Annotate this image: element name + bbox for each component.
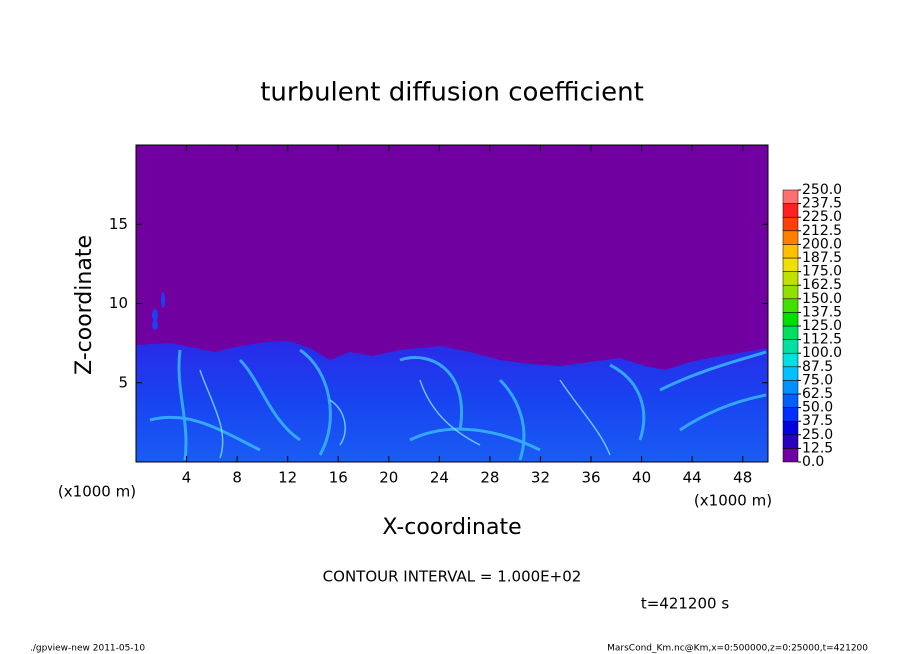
blobs [152, 292, 165, 330]
colorbar-swatch [782, 216, 799, 232]
colorbar-label: 62.5 [802, 386, 833, 402]
x-unit-left: (x1000 m) [58, 483, 136, 501]
colorbar-label: 12.5 [802, 440, 833, 456]
colorbar-swatch [782, 393, 799, 408]
x-tick-label: 20 [379, 469, 398, 487]
x-tick-label: 16 [329, 469, 348, 487]
colorbar-swatch [782, 325, 799, 340]
colorbar-label: 137.5 [802, 304, 842, 320]
x-tick-label: 40 [632, 469, 651, 487]
colorbar-label: 212.5 [802, 223, 842, 239]
colorbar-swatch [782, 284, 799, 300]
x-tick-label: 28 [480, 469, 499, 487]
colorbar-swatch [782, 434, 799, 449]
colorbar-swatch [782, 366, 799, 381]
colorbar-swatch [782, 380, 799, 395]
chart-title: turbulent diffusion coefficient [260, 78, 644, 108]
x-tick-label: 36 [581, 469, 600, 487]
x-tick-label: 32 [531, 469, 550, 487]
x-tick-label: 8 [232, 469, 242, 487]
x-tick-label: 12 [278, 469, 297, 487]
colorbar-label: 150.0 [802, 291, 842, 307]
x-tick-label: 4 [182, 469, 192, 487]
colorbar-swatch [782, 298, 799, 313]
colorbar-label: 200.0 [802, 236, 842, 252]
colorbar-label: 0.0 [802, 454, 824, 470]
y-tick-label: 5 [118, 373, 128, 391]
colorbar-swatch [782, 244, 799, 259]
fine-streaks [199, 369, 611, 459]
colorbar-swatch [782, 339, 799, 354]
footer-right: MarsCond_Km.nc@Km,x=0:500000,z=0:25000,t… [607, 644, 868, 654]
colorbar-swatch [782, 448, 799, 463]
colorbar-label: 100.0 [802, 345, 842, 361]
streaks [149, 348, 767, 461]
colorbar-label: 50.0 [802, 400, 833, 416]
y-tick-label: 15 [109, 215, 128, 233]
colorbar-label: 112.5 [802, 332, 842, 348]
colorbar-label: 175.0 [802, 264, 842, 280]
colorbar-label: 237.5 [802, 196, 842, 212]
x-tick-label: 44 [683, 469, 702, 487]
x-axis-label: X-coordinate [382, 515, 521, 540]
y-axis-label: Z-coordinate [72, 235, 97, 375]
x-tick-label: 24 [430, 469, 449, 487]
colorbar-label: 87.5 [802, 359, 833, 375]
colorbar-label: 75.0 [802, 372, 833, 388]
field [136, 145, 768, 462]
colorbar-label: 187.5 [802, 250, 842, 266]
colorbar-label: 225.0 [802, 209, 842, 225]
colorbar-label: 125.0 [802, 318, 842, 334]
colorbar-swatch [782, 407, 799, 422]
colorbar-swatch [782, 352, 799, 368]
colorbar-swatch [782, 203, 799, 218]
colorbar-label: 25.0 [802, 427, 833, 443]
x-tick-label: 48 [733, 469, 752, 487]
contour-interval: CONTOUR INTERVAL = 1.000E+02 [323, 568, 582, 586]
turbulent-layer [136, 341, 768, 462]
colorbar-swatch [782, 189, 799, 204]
colorbar-swatch [782, 257, 799, 272]
colorbar-swatch [782, 271, 799, 286]
colorbar-label: 162.5 [802, 277, 842, 293]
colorbar-label: 37.5 [802, 413, 833, 429]
colorbar-label: 250.0 [802, 182, 842, 198]
time-label: t=421200 s [641, 595, 729, 613]
colorbar-swatch [782, 230, 799, 245]
colorbar-swatch [782, 420, 799, 436]
y-tick-label: 10 [109, 294, 128, 312]
footer-left: ./gpview-new 2011-05-10 [30, 644, 145, 654]
colorbar-swatch [782, 312, 799, 327]
x-unit-right: (x1000 m) [694, 492, 772, 510]
